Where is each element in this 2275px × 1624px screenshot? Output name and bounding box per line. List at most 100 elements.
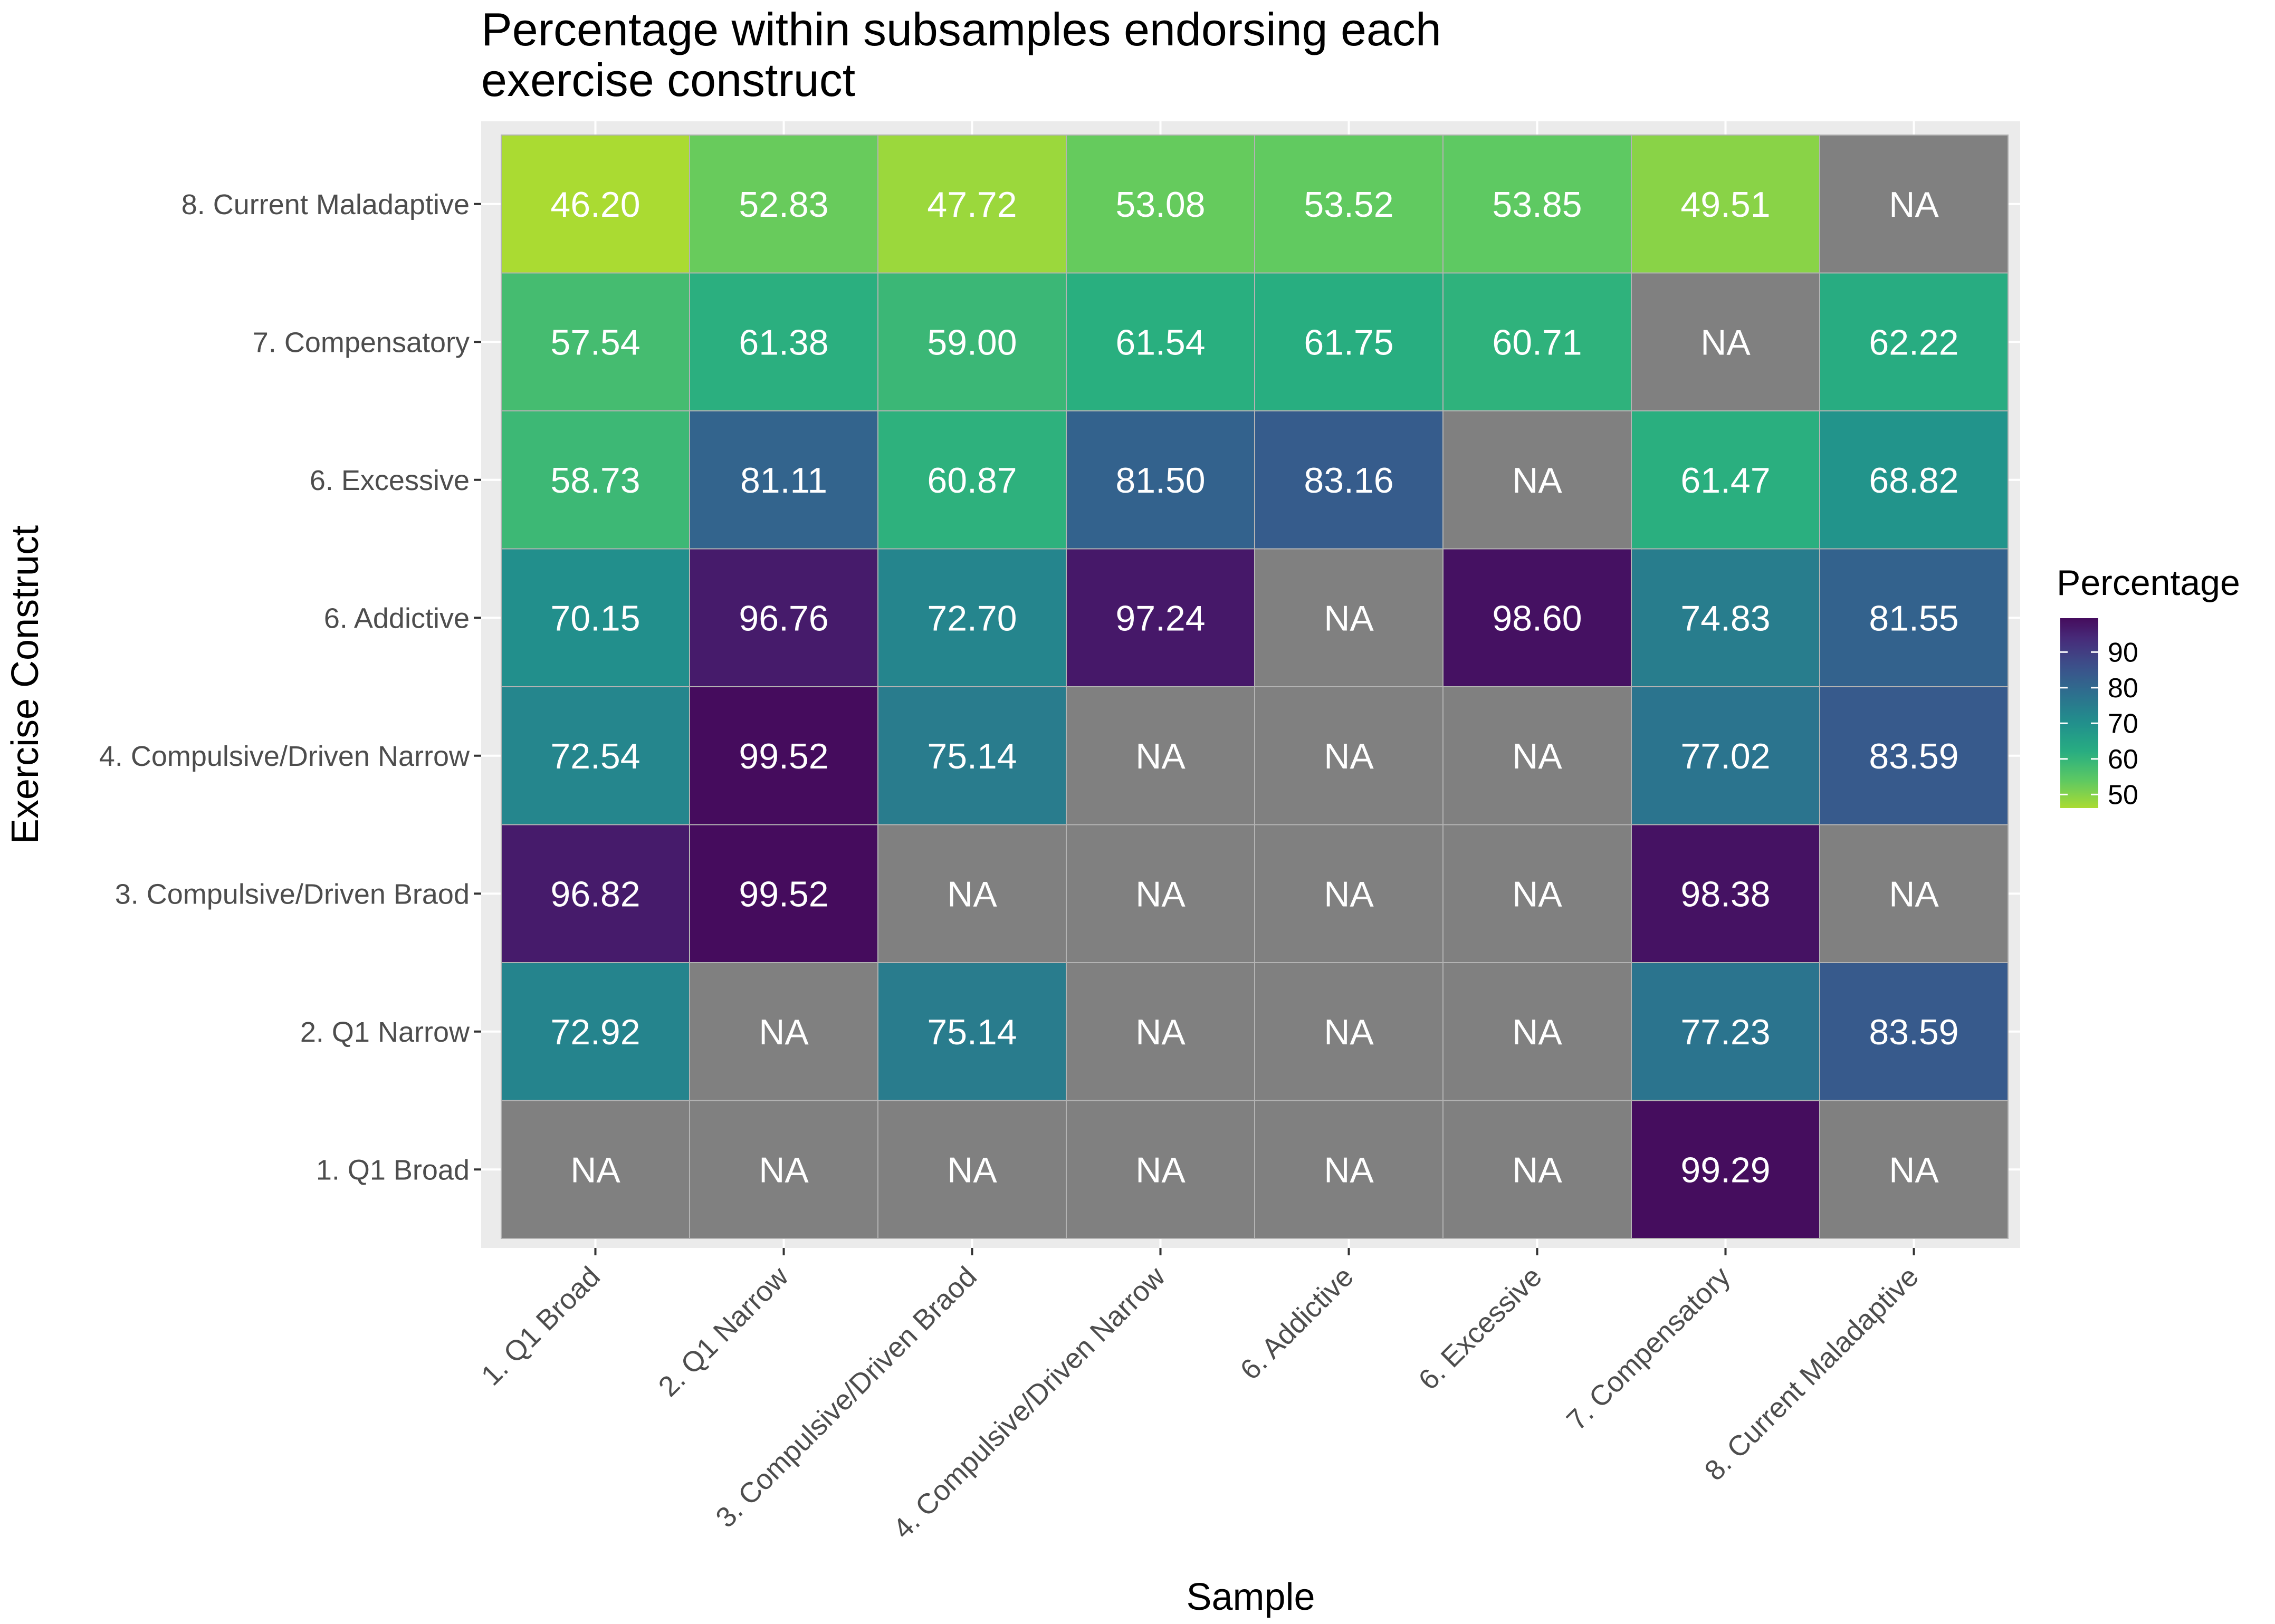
heatmap-cell <box>1819 272 2009 411</box>
cell-label: 46.20 <box>550 185 640 225</box>
y-tick-label: 8. Current Maladaptive <box>181 189 470 220</box>
heatmap-cell <box>1819 548 2009 687</box>
cell-label: 52.83 <box>739 185 828 225</box>
cell-label: 72.54 <box>550 736 640 776</box>
x-tick-label: 2. Q1 Narrow <box>653 1260 795 1402</box>
heatmap-cell <box>1254 134 1444 274</box>
heatmap-cell <box>1631 410 1820 550</box>
heatmap-cell <box>1066 134 1255 274</box>
cell-label: NA <box>1512 460 1562 501</box>
x-axis-title: Sample <box>1186 1576 1315 1618</box>
cell-label: 81.11 <box>740 460 827 501</box>
heatmap-cell <box>877 410 1067 550</box>
cell-label: 72.92 <box>550 1012 640 1052</box>
y-axis-title: Exercise Construct <box>4 525 46 844</box>
cell-label: 61.54 <box>1115 322 1205 362</box>
cell-label: NA <box>1512 874 1562 914</box>
heatmap-cell <box>689 548 878 687</box>
heatmap-cell <box>1819 1100 2009 1239</box>
heatmap-cell <box>689 824 878 963</box>
cell-label: 97.24 <box>1115 598 1205 638</box>
cell-label: 61.47 <box>1680 460 1770 501</box>
cell-label: NA <box>1135 1150 1186 1190</box>
heatmap-cell <box>1254 686 1444 825</box>
cell-label: NA <box>1512 736 1562 776</box>
legend-tick-label: 90 <box>2108 637 2138 668</box>
cell-label: 62.22 <box>1869 322 1958 362</box>
heatmap-cell <box>1631 962 1820 1101</box>
cell-label: 83.16 <box>1304 460 1393 501</box>
heatmap-cell <box>1819 134 2009 274</box>
heatmap-cell <box>501 410 690 550</box>
heatmap-cell <box>877 272 1067 411</box>
legend-title: Percentage <box>2057 563 2240 603</box>
y-tick-label: 2. Q1 Narrow <box>300 1016 470 1048</box>
cell-label: 70.15 <box>550 598 640 638</box>
heatmap-cell <box>1631 134 1820 274</box>
heatmap-cell <box>501 1100 690 1239</box>
heatmap-cell <box>689 134 878 274</box>
cell-label: NA <box>570 1150 620 1190</box>
heatmap-cell <box>1254 824 1444 963</box>
heatmap-cell <box>689 1100 878 1239</box>
heatmap-cell <box>1631 1100 1820 1239</box>
cell-label: NA <box>1135 1012 1186 1052</box>
cell-label: 75.14 <box>927 1012 1017 1052</box>
heatmap-cell <box>1254 1100 1444 1239</box>
heatmap-cell <box>501 272 690 411</box>
cell-label: 99.52 <box>739 874 828 914</box>
cell-label: 53.08 <box>1115 185 1205 225</box>
y-tick-label: 1. Q1 Broad <box>316 1154 470 1186</box>
cell-label: 61.38 <box>739 322 828 362</box>
y-tick-label: 6. Excessive <box>310 465 470 496</box>
cell-label: 96.82 <box>550 874 640 914</box>
legend-tick-label: 50 <box>2108 780 2138 810</box>
cell-label: 83.59 <box>1869 736 1958 776</box>
x-tick-label: 7. Compensatory <box>1561 1261 1736 1436</box>
x-tick-label: 6. Addictive <box>1234 1261 1360 1386</box>
cell-label: NA <box>1135 736 1186 776</box>
heatmap-cell <box>877 548 1067 687</box>
heatmap-cell <box>1254 548 1444 687</box>
cell-label: 60.87 <box>927 460 1017 501</box>
cell-label: 47.72 <box>927 185 1017 225</box>
cell-label: 74.83 <box>1680 598 1770 638</box>
x-tick-label: 8. Current Maladaptive <box>1698 1261 1925 1487</box>
legend-colorbar <box>2060 618 2098 808</box>
y-tick-label: 3. Compulsive/Driven Braod <box>115 878 470 910</box>
legend-tick-label: 80 <box>2108 673 2138 704</box>
cell-label: 60.71 <box>1492 322 1582 362</box>
cell-label: NA <box>1889 874 1939 914</box>
cell-label: NA <box>1324 1012 1374 1052</box>
legend-tick-label: 70 <box>2108 708 2138 739</box>
cell-label: NA <box>947 1150 997 1190</box>
cell-label: 83.59 <box>1869 1012 1958 1052</box>
heatmap-cell <box>1442 272 1632 411</box>
chart-title-line-1: Percentage within subsamples endorsing e… <box>481 3 1441 55</box>
cell-label: 75.14 <box>927 736 1017 776</box>
cell-label: 98.60 <box>1492 598 1582 638</box>
cell-label: 98.38 <box>1680 874 1770 914</box>
cell-label: 96.76 <box>739 598 828 638</box>
heatmap-cell <box>1254 272 1444 411</box>
cell-label: NA <box>1324 1150 1374 1190</box>
cell-label: NA <box>1324 874 1374 914</box>
heatmap-cell <box>1442 686 1632 825</box>
y-tick-label: 4. Compulsive/Driven Narrow <box>99 741 470 772</box>
cell-label: 77.23 <box>1680 1012 1770 1052</box>
heatmap-cell <box>1442 1100 1632 1239</box>
heatmap-cell <box>1066 410 1255 550</box>
cell-label: NA <box>1889 185 1939 225</box>
heatmap-cell <box>1442 962 1632 1101</box>
heatmap-cell <box>1631 686 1820 825</box>
cell-label: 99.52 <box>739 736 828 776</box>
heatmap-cell <box>1442 548 1632 687</box>
cell-label: NA <box>947 874 997 914</box>
heatmap-cell <box>1066 548 1255 687</box>
legend-tick-label: 60 <box>2108 744 2138 775</box>
heatmap-cell <box>1819 824 2009 963</box>
heatmap-cell <box>1254 410 1444 550</box>
cell-label: 81.50 <box>1115 460 1205 501</box>
x-tick-label: 6. Excessive <box>1412 1261 1548 1396</box>
